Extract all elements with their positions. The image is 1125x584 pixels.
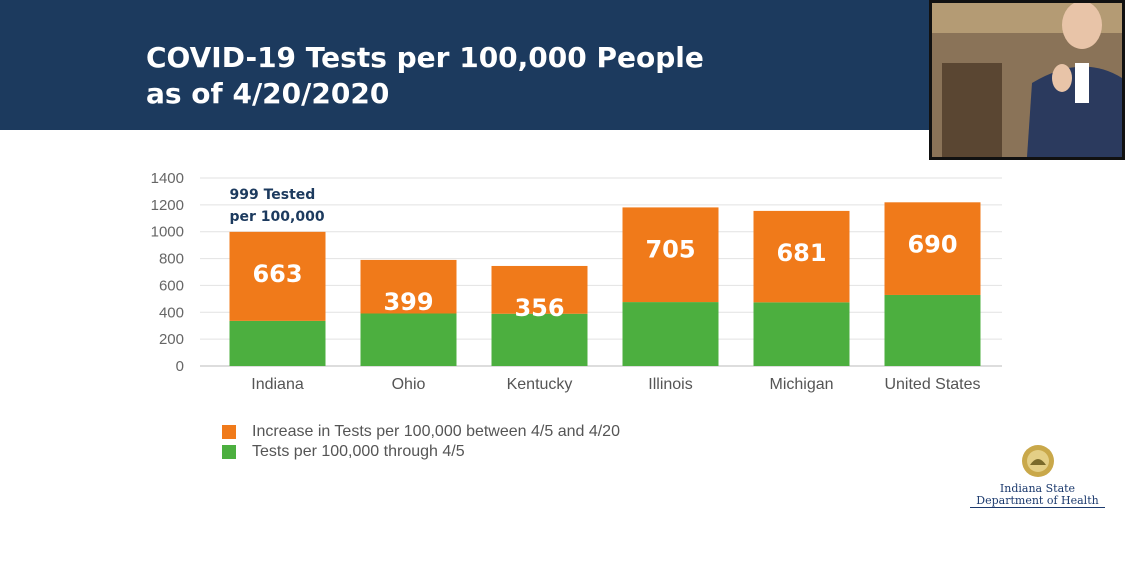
legend-swatch-base	[222, 445, 236, 459]
y-tick-label: 600	[159, 277, 184, 294]
bar-increase	[229, 231, 326, 321]
legend-item-base: Tests per 100,000 through 4/5	[222, 442, 620, 462]
x-tick-label: Michigan	[769, 376, 833, 393]
interpreter-video-inset	[929, 0, 1125, 160]
y-tick-label: 1000	[151, 224, 184, 241]
annotation-line-1: 999 Tested	[230, 187, 316, 203]
legend-item-increase: Increase in Tests per 100,000 between 4/…	[222, 422, 620, 442]
state-seal-icon	[1021, 445, 1054, 477]
x-tick-label: Kentucky	[507, 376, 573, 393]
chart-legend: Increase in Tests per 100,000 between 4/…	[222, 422, 620, 462]
title-line-1: COVID-19 Tests per 100,000 People	[146, 41, 704, 74]
interpreter-figure	[932, 3, 1122, 157]
data-label: 399	[383, 288, 433, 316]
isdh-logo: Indiana State Department of Health	[970, 443, 1105, 508]
bar-increase	[622, 207, 719, 303]
x-tick-label: Illinois	[648, 376, 692, 393]
y-tick-label: 400	[159, 304, 184, 321]
logo-text: Indiana State Department of Health	[970, 483, 1105, 508]
bar-increase	[884, 202, 981, 295]
bar-base	[884, 294, 981, 366]
bar-base	[753, 302, 850, 366]
legend-label-base: Tests per 100,000 through 4/5	[252, 443, 465, 460]
bar-increase	[753, 210, 850, 303]
data-label: 663	[252, 260, 302, 288]
data-label: 705	[645, 235, 695, 263]
y-tick-label: 1200	[151, 197, 184, 214]
x-tick-label: Indiana	[251, 376, 304, 393]
bar-base	[491, 313, 588, 366]
x-tick-label: United States	[884, 376, 980, 393]
y-tick-label: 800	[159, 251, 184, 268]
data-label: 681	[776, 239, 826, 267]
logo-line-2: Department of Health	[970, 495, 1105, 508]
y-tick-label: 0	[176, 358, 184, 375]
bar-base	[622, 302, 719, 366]
logo-line-1: Indiana State	[999, 482, 1076, 495]
y-tick-label: 200	[159, 331, 184, 348]
bar-base	[360, 313, 457, 366]
page-title: COVID-19 Tests per 100,000 People as of …	[146, 40, 704, 112]
x-tick-label: Ohio	[392, 376, 426, 393]
title-line-2: as of 4/20/2020	[146, 77, 390, 110]
legend-label-increase: Increase in Tests per 100,000 between 4/…	[252, 423, 620, 440]
legend-swatch-increase	[222, 425, 236, 439]
bar-base	[229, 320, 326, 366]
bar-increase	[491, 265, 588, 314]
y-tick-label: 1400	[151, 170, 184, 187]
data-label: 690	[907, 230, 957, 258]
annotation-line-2: per 100,000	[230, 209, 325, 225]
data-label: 356	[514, 294, 564, 322]
bar-increase	[360, 259, 457, 314]
